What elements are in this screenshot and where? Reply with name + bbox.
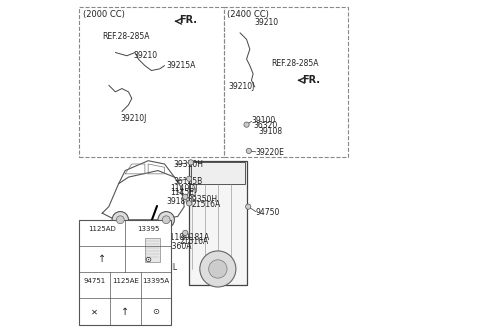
Text: FR.: FR. bbox=[180, 15, 197, 25]
Text: 39350H: 39350H bbox=[187, 195, 217, 204]
Text: 13360A: 13360A bbox=[162, 242, 192, 251]
Text: ↑: ↑ bbox=[121, 307, 129, 317]
Circle shape bbox=[187, 201, 192, 206]
Bar bbox=[224, 7, 348, 157]
Text: ⊙: ⊙ bbox=[152, 307, 159, 316]
Text: 94750: 94750 bbox=[256, 208, 280, 217]
Circle shape bbox=[158, 212, 174, 228]
Text: 39100: 39100 bbox=[252, 115, 276, 125]
Circle shape bbox=[188, 160, 193, 165]
Text: REF.28-285A: REF.28-285A bbox=[271, 59, 319, 68]
FancyBboxPatch shape bbox=[189, 161, 247, 285]
Text: 39180: 39180 bbox=[166, 197, 191, 206]
Text: (2400 CC): (2400 CC) bbox=[227, 10, 269, 19]
Circle shape bbox=[182, 194, 188, 199]
Text: ↑: ↑ bbox=[98, 254, 106, 264]
Circle shape bbox=[246, 148, 252, 154]
Bar bbox=[79, 7, 224, 157]
Circle shape bbox=[244, 122, 249, 127]
Text: ✕: ✕ bbox=[91, 307, 98, 316]
Text: 1125AE: 1125AE bbox=[112, 278, 139, 284]
Circle shape bbox=[209, 260, 227, 278]
Text: 1145EJ: 1145EJ bbox=[170, 188, 197, 197]
Circle shape bbox=[116, 216, 124, 224]
Text: 36125B: 36125B bbox=[173, 177, 203, 186]
Text: REF.28-285A: REF.28-285A bbox=[102, 31, 150, 41]
Text: 1140DJ: 1140DJ bbox=[170, 184, 198, 193]
Text: 39210: 39210 bbox=[255, 18, 279, 28]
Text: 21516A: 21516A bbox=[192, 200, 221, 209]
Text: 21516A: 21516A bbox=[180, 237, 209, 246]
Text: 13395A: 13395A bbox=[142, 278, 169, 284]
Text: 39210: 39210 bbox=[133, 51, 157, 60]
Bar bbox=[145, 238, 160, 262]
Text: 39160: 39160 bbox=[132, 227, 156, 236]
Text: 39310H: 39310H bbox=[174, 160, 204, 170]
Text: (2000 CC): (2000 CC) bbox=[83, 10, 124, 19]
Circle shape bbox=[112, 212, 129, 228]
Circle shape bbox=[182, 230, 188, 236]
Text: ⊙: ⊙ bbox=[144, 255, 152, 264]
Bar bbox=[79, 220, 171, 325]
Bar bbox=[191, 162, 245, 184]
Circle shape bbox=[200, 251, 236, 287]
Circle shape bbox=[187, 176, 192, 181]
Text: 94751: 94751 bbox=[84, 278, 106, 284]
Text: 39181A: 39181A bbox=[180, 233, 209, 242]
Bar bbox=[138, 238, 144, 256]
Circle shape bbox=[162, 216, 170, 224]
Text: 13395: 13395 bbox=[137, 226, 159, 232]
Bar bbox=[143, 233, 161, 266]
Text: 1125AD: 1125AD bbox=[88, 226, 116, 232]
Circle shape bbox=[246, 204, 251, 209]
Text: 36320: 36320 bbox=[254, 121, 278, 131]
Text: 39108: 39108 bbox=[258, 127, 282, 136]
Text: 39210J: 39210J bbox=[120, 113, 147, 123]
Text: 39215A: 39215A bbox=[166, 61, 195, 70]
Text: FR.: FR. bbox=[302, 75, 320, 85]
Text: 39110: 39110 bbox=[161, 233, 185, 242]
Text: 39210J: 39210J bbox=[228, 82, 255, 92]
Text: 1223HL: 1223HL bbox=[148, 263, 177, 272]
Text: 39220E: 39220E bbox=[256, 148, 285, 157]
